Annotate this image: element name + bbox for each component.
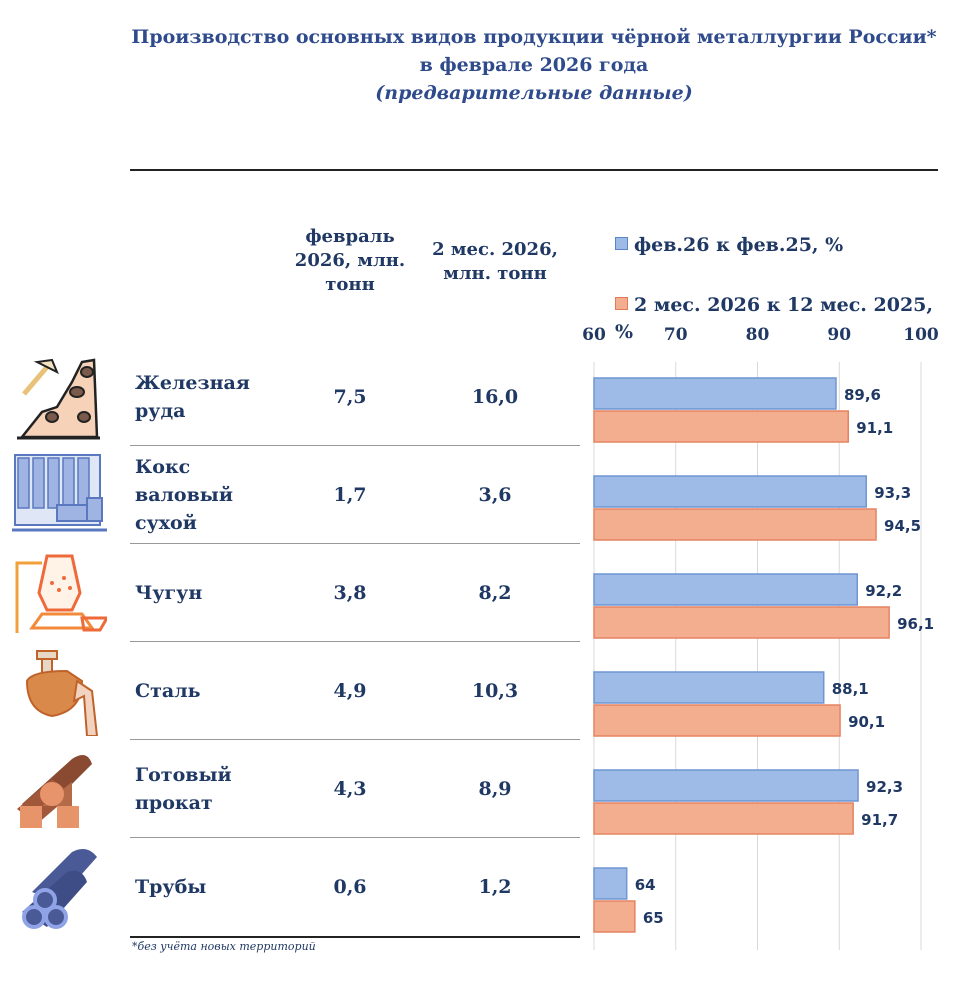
row-label: Сталь [135,680,201,702]
row-label: Чугун [135,582,203,604]
feb-value: 0,6 [333,876,367,898]
feb-value: 1,7 [333,484,367,506]
x-tick-label: 90 [827,325,852,345]
column-header-feb: февраль 2026, млн. тонн [294,226,406,295]
legend-label: фев.26 к фев.25, % [634,234,844,256]
row-divider [130,543,580,544]
coke-oven-icon [12,450,107,540]
feb-value: 3,8 [333,582,367,604]
feb-value: 4,9 [333,680,367,702]
row-divider [130,445,580,446]
top-divider [130,169,938,171]
title-line-2: в феврале 2026 года [419,54,649,76]
column-header-2-months: 2 мес. 2026, млн. тонн [432,239,558,284]
two-months-value: 8,2 [478,582,512,604]
row-label: Готовый прокат [135,764,232,814]
table-row: Чугун 3,8 8,2 [0,544,978,642]
legend-swatch-blue [615,237,628,250]
two-months-value: 16,0 [471,386,519,408]
row-divider [130,837,580,838]
title-line-3: (предварительные данные) [375,82,693,104]
blast-furnace-icon [12,548,110,638]
footnote: *без учёта новых территорий [132,940,316,953]
x-tick-label: 60 [582,325,606,345]
bottom-divider [130,936,580,938]
legend-item-feb: фев.26 к фев.25, % [615,234,843,256]
mining-icon [12,352,107,442]
rolled-metal-icon [12,744,107,834]
table-row: Сталь 4,9 10,3 [0,642,978,740]
two-months-value: 3,6 [478,484,512,506]
ladle-icon [12,646,107,737]
table-row: Кокс валовый сухой 1,7 3,6 [0,446,978,544]
two-months-value: 10,3 [471,680,519,702]
row-label: Трубы [135,876,207,898]
x-tick-label: 80 [745,325,770,345]
legend-swatch-orange [615,297,628,310]
pipes-icon [12,842,107,932]
row-divider [130,641,580,642]
legend-label: 2 мес. 2026 к 12 мес. 2025, % [615,294,933,343]
x-tick-label: 100 [903,325,939,345]
table-row: Железная руда 7,5 16,0 [0,348,978,446]
row-divider [130,739,580,740]
legend-item-2-months: 2 мес. 2026 к 12 мес. 2025, % [615,292,935,346]
two-months-value: 8,9 [478,778,512,800]
row-label: Железная руда [135,372,250,422]
table-row: Трубы 0,6 1,2 [0,838,978,936]
x-tick-label: 70 [663,325,688,345]
row-label: Кокс валовый сухой [135,456,233,534]
title-line-1: Производство основных видов продукции чё… [131,26,937,48]
feb-value: 4,3 [333,778,367,800]
two-months-value: 1,2 [478,876,512,898]
feb-value: 7,5 [333,386,367,408]
table-row: Готовый прокат 4,3 8,9 [0,740,978,838]
